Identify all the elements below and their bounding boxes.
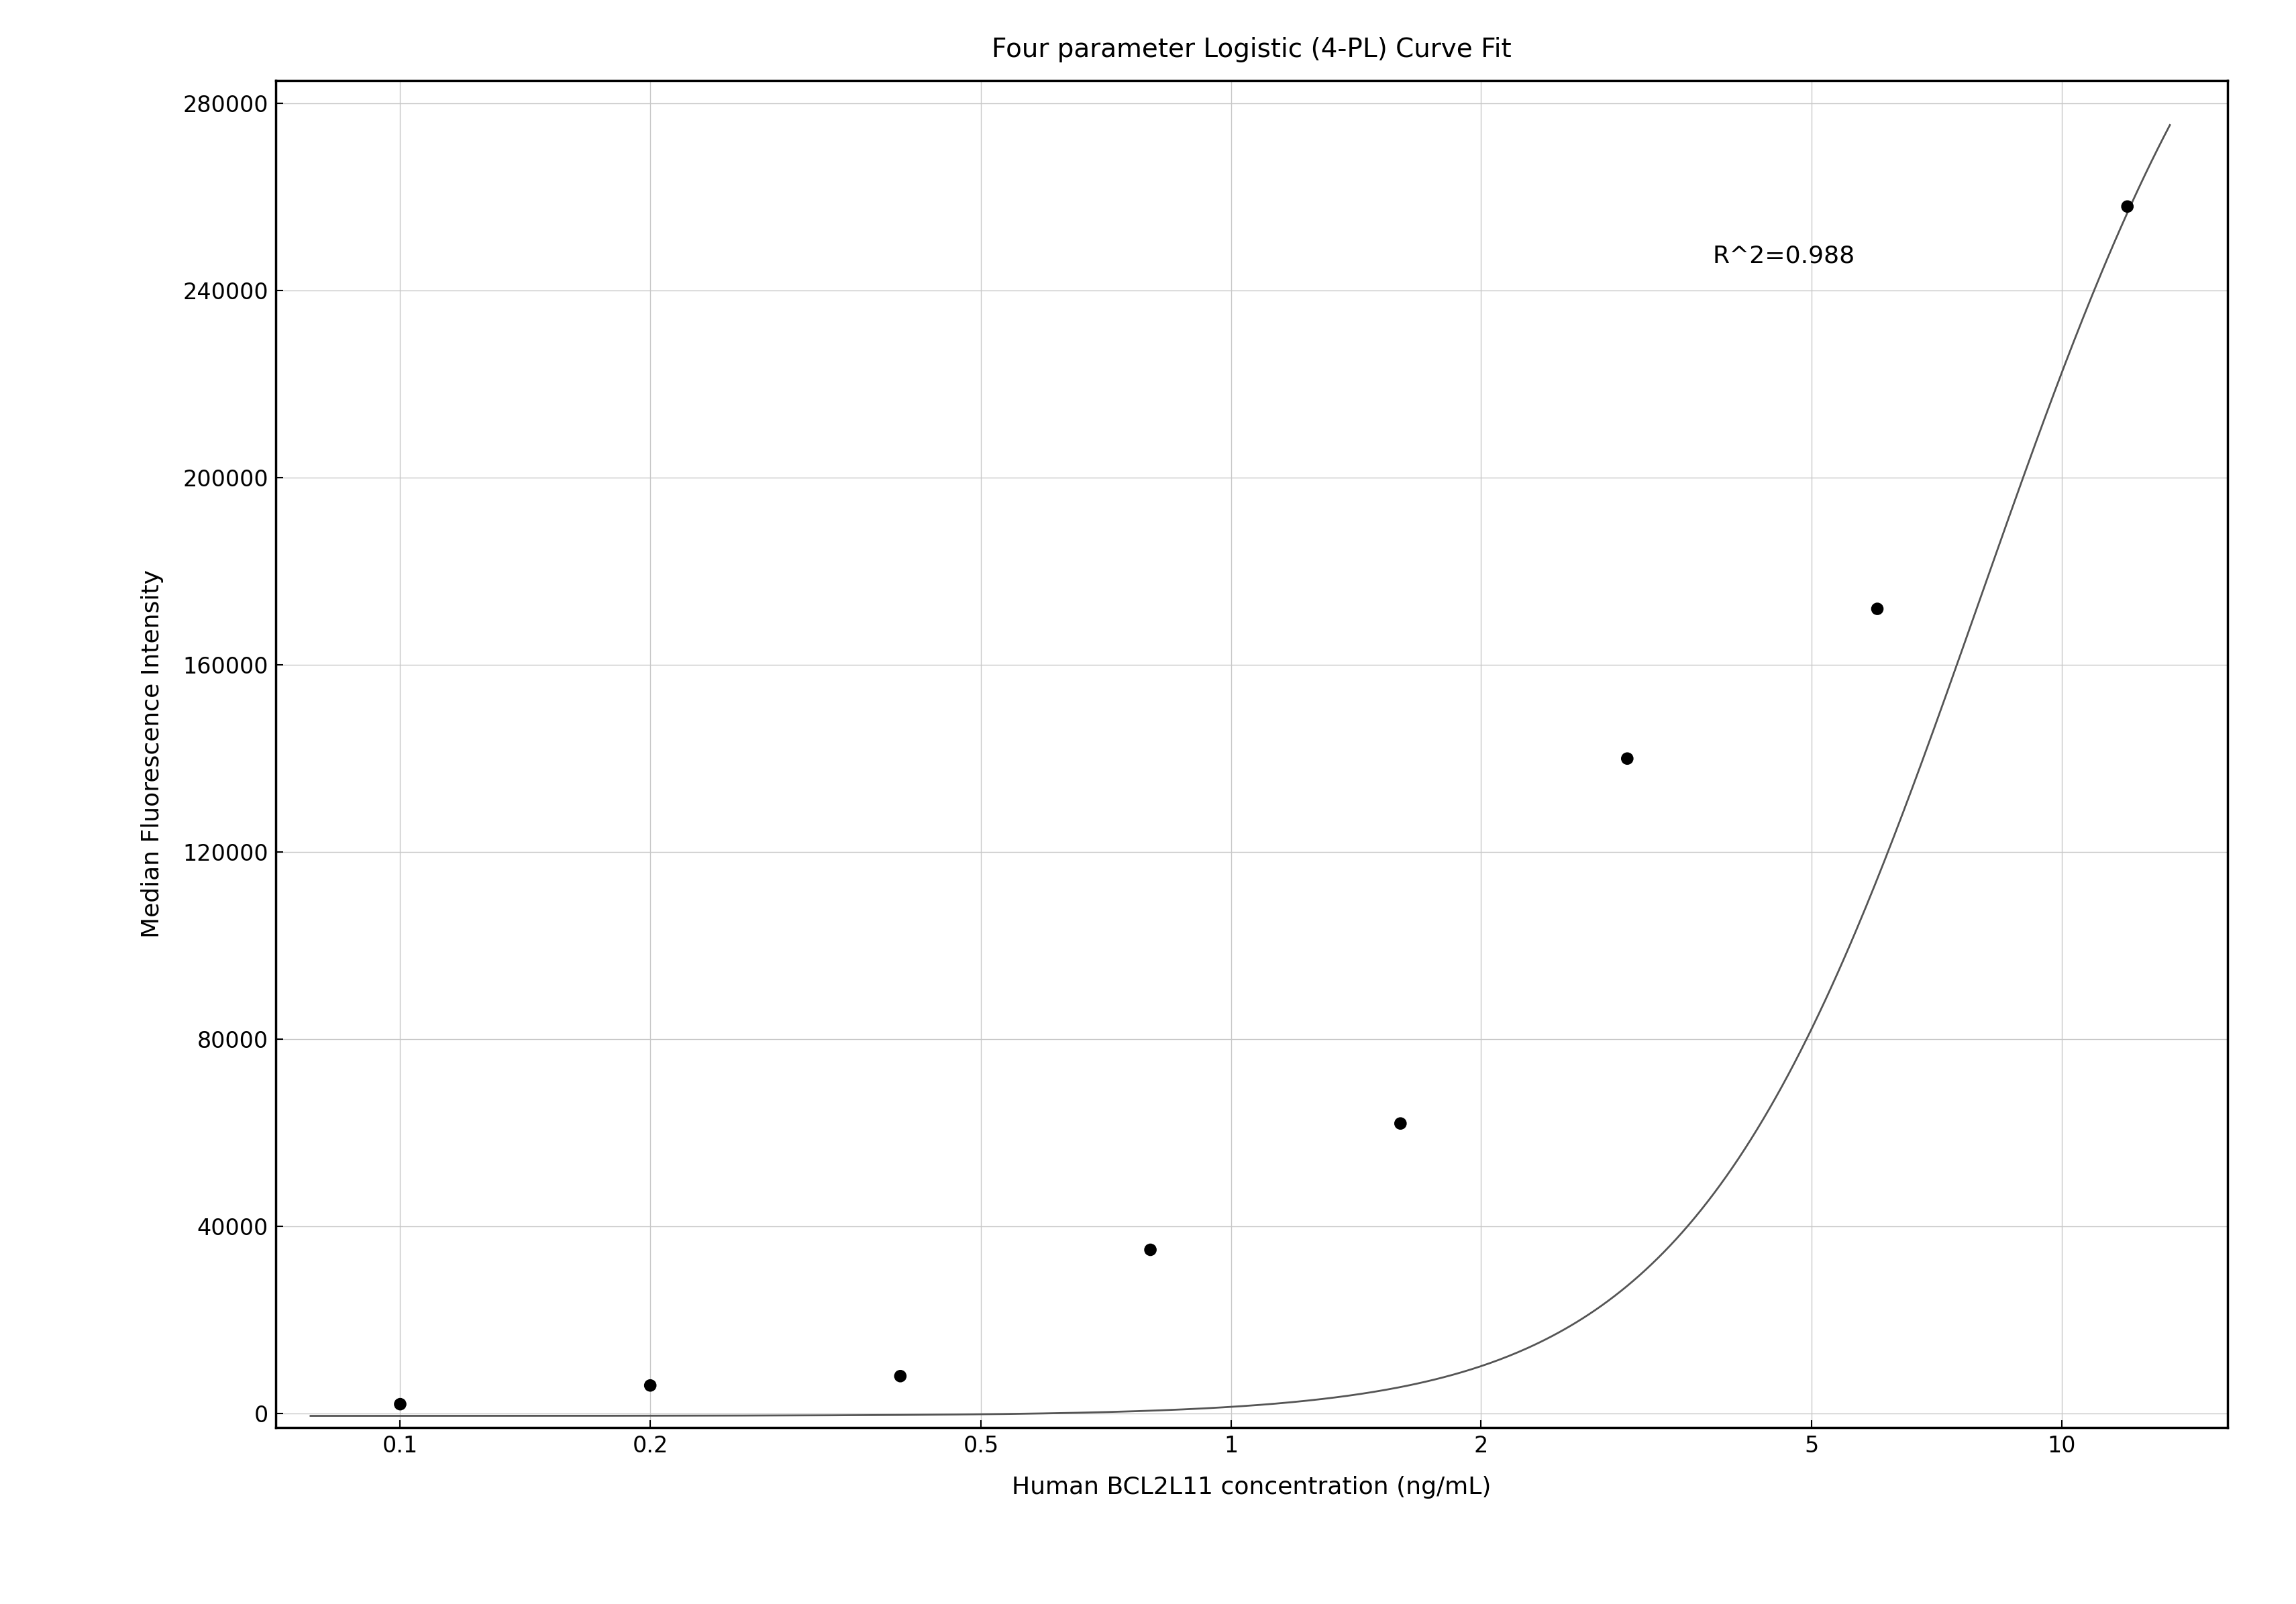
Point bbox=[1132, 1237, 1169, 1262]
Point bbox=[882, 1363, 918, 1389]
Point bbox=[631, 1373, 668, 1399]
Point bbox=[1609, 746, 1646, 772]
Point bbox=[2108, 194, 2144, 220]
Y-axis label: Median Fluorescence Intensity: Median Fluorescence Intensity bbox=[140, 569, 163, 938]
Point bbox=[1382, 1110, 1419, 1136]
Point bbox=[1857, 597, 1894, 622]
Title: Four parameter Logistic (4-PL) Curve Fit: Four parameter Logistic (4-PL) Curve Fit bbox=[992, 37, 1511, 63]
X-axis label: Human BCL2L11 concentration (ng/mL): Human BCL2L11 concentration (ng/mL) bbox=[1013, 1476, 1490, 1498]
Text: R^2=0.988: R^2=0.988 bbox=[1713, 244, 1855, 268]
Point bbox=[381, 1391, 418, 1416]
